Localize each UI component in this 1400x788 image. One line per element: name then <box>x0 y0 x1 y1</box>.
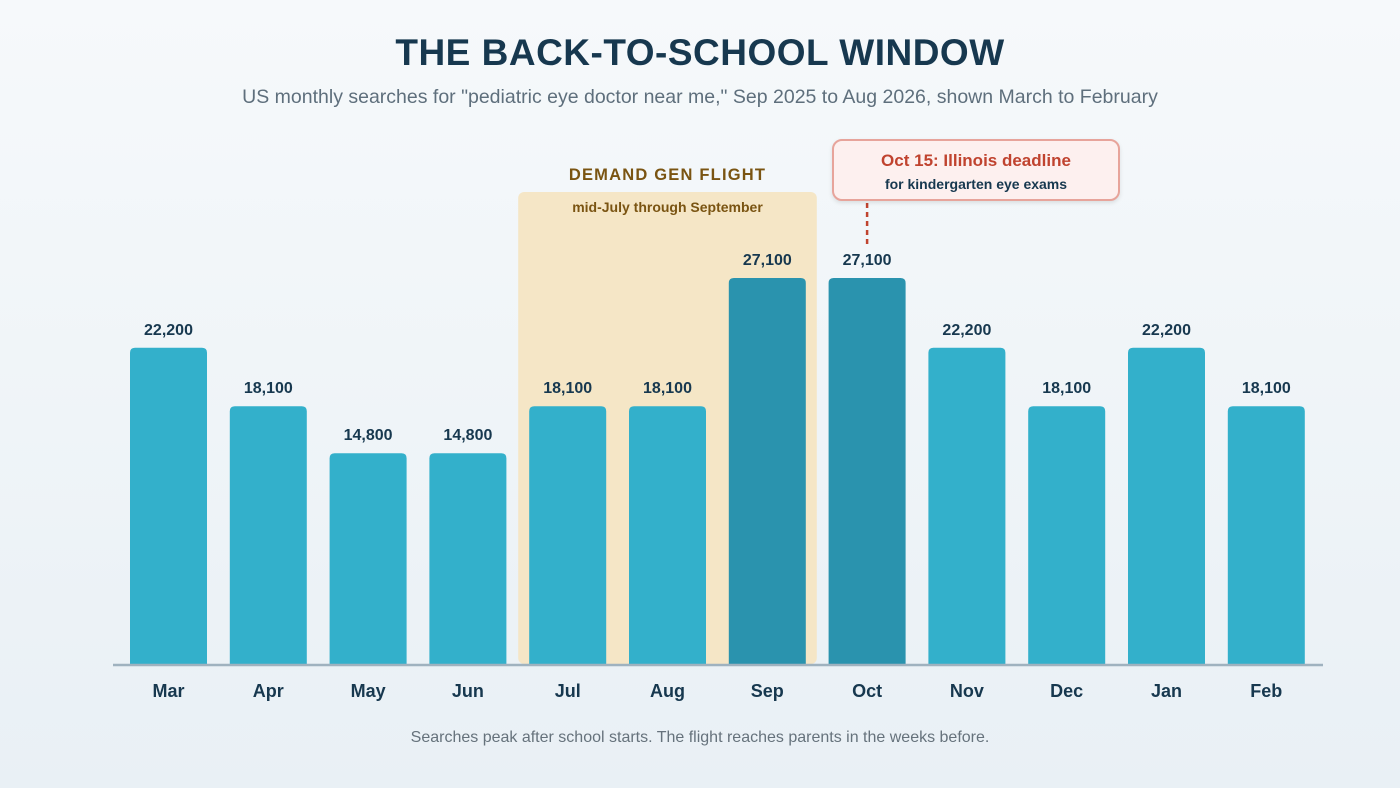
tick-label-sep: Sep <box>751 681 784 701</box>
value-label-oct: 27,100 <box>843 252 892 269</box>
bar-dec <box>1028 406 1106 664</box>
bar-aug <box>629 406 706 664</box>
chart-title: THE BACK-TO-SCHOOL WINDOW <box>395 32 1005 73</box>
tick-label-jul: Jul <box>555 681 581 701</box>
tick-label-jun: Jun <box>452 681 484 701</box>
tick-label-aug: Aug <box>650 681 685 701</box>
bar-feb <box>1227 406 1305 664</box>
tick-label-dec: Dec <box>1050 681 1083 701</box>
bar-jan <box>1128 347 1205 664</box>
value-label-dec: 18,100 <box>1042 380 1091 397</box>
value-label-may: 14,800 <box>344 427 393 444</box>
value-label-feb: 18,100 <box>1242 380 1291 397</box>
value-label-jul: 18,100 <box>543 380 592 397</box>
value-label-aug: 18,100 <box>643 380 692 397</box>
value-label-jan: 22,200 <box>1142 322 1191 339</box>
bar-oct <box>828 278 906 664</box>
tick-label-nov: Nov <box>950 681 984 701</box>
bar-jun <box>429 453 507 664</box>
tick-label-oct: Oct <box>852 681 882 701</box>
chart-subtitle: US monthly searches for "pediatric eye d… <box>242 86 1158 108</box>
chart-footnote: Searches peak after school starts. The f… <box>410 729 990 746</box>
callout-subtitle: for kindergarten eye exams <box>884 176 1068 192</box>
flight-title: DEMAND GEN FLIGHT <box>569 166 766 184</box>
tick-label-may: May <box>351 681 386 701</box>
bar-apr <box>229 406 307 664</box>
bar-mar <box>130 347 207 664</box>
value-label-mar: 22,200 <box>144 322 193 339</box>
value-label-nov: 22,200 <box>942 322 991 339</box>
bar-may <box>329 453 407 664</box>
flight-subtitle: mid-July through September <box>572 199 763 215</box>
value-label-jun: 14,800 <box>443 427 492 444</box>
bar-nov <box>928 347 1006 664</box>
x-axis-ticks: Mar Apr May Jun Jul Aug Sep Oct Nov Dec Jan Feb <box>152 681 1282 701</box>
callout-title: Oct 15: Illinois deadline <box>881 151 1071 170</box>
tick-label-apr: Apr <box>253 681 284 701</box>
bar-sep <box>728 278 806 664</box>
value-label-apr: 18,100 <box>244 380 293 397</box>
tick-label-feb: Feb <box>1250 681 1282 701</box>
tick-label-mar: Mar <box>152 681 184 701</box>
value-label-sep: 27,100 <box>743 252 792 269</box>
tick-label-jan: Jan <box>1151 681 1182 701</box>
bar-jul <box>529 406 607 664</box>
bar-series: 22,200 18,100 14,800 14,800 18,100 18,100 27,1… <box>130 252 1305 664</box>
illinois-deadline-callout: Oct 15: Illinois deadline for kindergart… <box>832 139 1120 201</box>
